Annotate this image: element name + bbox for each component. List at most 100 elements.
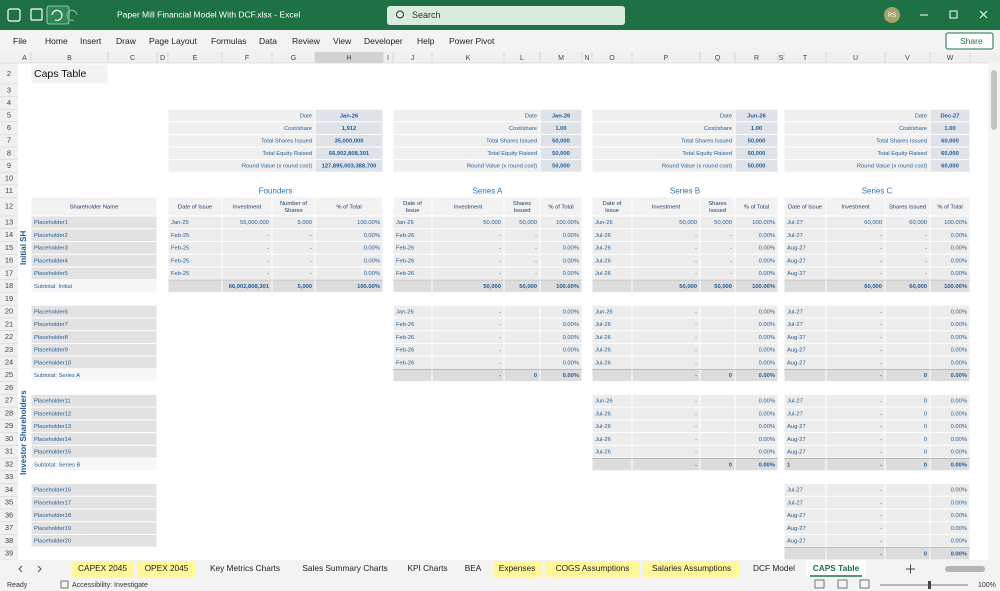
column-header[interactable]: W [947, 55, 954, 62]
cell-text[interactable]: 0.00% [759, 233, 775, 239]
cell-text[interactable]: 50,000 [679, 220, 697, 226]
column-header[interactable]: U [853, 55, 858, 62]
row-header[interactable]: 39 [5, 549, 13, 558]
summary-label[interactable]: Total Shares Issued [261, 139, 312, 145]
cell-text[interactable]: 55,000,000 [240, 220, 269, 226]
subtotal-value[interactable]: 5,000 [297, 284, 312, 290]
column-header-text[interactable]: Investment [841, 204, 870, 210]
row-header[interactable]: 3 [7, 85, 11, 94]
shareholder-name[interactable]: Placeholder3 [34, 246, 68, 252]
column-header-text[interactable]: Investment [233, 204, 262, 210]
column-header[interactable]: O [609, 55, 615, 62]
column-header[interactable]: A [22, 55, 27, 62]
row-header[interactable]: 20 [5, 307, 13, 316]
cell-text[interactable]: 0.00% [951, 322, 967, 328]
round-title[interactable]: Series C [862, 187, 893, 196]
scroll-thumb[interactable] [991, 70, 997, 130]
subtotal-value[interactable]: 50,000 [483, 284, 501, 290]
column-header-text[interactable]: % of Total [744, 204, 769, 210]
cell-text[interactable]: 100.00% [357, 220, 380, 226]
cell-text[interactable]: - [880, 348, 882, 354]
cell-text[interactable]: - [880, 322, 882, 328]
summary-value[interactable]: 60,000 [941, 164, 959, 170]
summary-label[interactable]: Total Shares Issued [681, 139, 732, 145]
cell-text[interactable]: Jul-26 [595, 348, 611, 354]
ribbon-tab[interactable]: Developer [364, 36, 403, 46]
sheet-tab[interactable]: BEA [465, 563, 482, 573]
cell-text[interactable]: - [880, 539, 882, 545]
cell-text[interactable]: 0.00% [563, 360, 579, 366]
column-header-text[interactable]: % of Total [548, 204, 573, 210]
cell-text[interactable]: 0.00% [759, 399, 775, 405]
summary-label[interactable]: Total Equity Raised [877, 151, 927, 157]
sheet-tab[interactable]: DCF Model [753, 563, 795, 573]
cell-text[interactable]: - [499, 335, 501, 341]
subtotal-value[interactable]: - [880, 373, 882, 379]
subtotal-value[interactable]: 66,902,808,301 [229, 284, 270, 290]
active-sheet-tab[interactable] [806, 560, 866, 577]
row-header[interactable]: 30 [5, 434, 13, 443]
cell-text[interactable]: 0.00% [759, 309, 775, 315]
row-header[interactable]: 18 [5, 281, 13, 290]
cell-text[interactable]: 0.00% [951, 233, 967, 239]
row-header[interactable]: 35 [5, 498, 13, 507]
cell-text[interactable]: Jul-26 [595, 335, 611, 341]
row-header[interactable]: 26 [5, 383, 13, 392]
cell-text[interactable]: Aug-27 [787, 424, 806, 430]
page-break-button[interactable] [859, 579, 870, 589]
row-header[interactable]: 34 [5, 485, 13, 494]
cell-text[interactable]: Jun-26 [595, 399, 613, 405]
column-header[interactable]: C [130, 55, 135, 62]
cell-text[interactable]: - [267, 246, 269, 252]
cell-text[interactable]: - [880, 411, 882, 417]
summary-value[interactable]: 1.00 [751, 126, 762, 132]
cell-text[interactable]: Aug-27 [787, 271, 806, 277]
row-header[interactable]: 9 [7, 161, 11, 170]
subtotal-value[interactable]: - [880, 551, 882, 557]
summary-value[interactable]: 50,000 [552, 139, 570, 145]
summary-value[interactable]: Jun-26 [747, 113, 766, 119]
cell-text[interactable]: Aug-27 [787, 526, 806, 532]
cell-text[interactable]: Aug-27 [787, 258, 806, 264]
column-header-text[interactable]: Shares Issued [708, 200, 726, 213]
cell-text[interactable]: Jan-26 [396, 309, 414, 315]
cell-text[interactable]: Feb-25 [171, 246, 189, 252]
cell-text[interactable]: 0.00% [759, 258, 775, 264]
column-header[interactable]: L [520, 55, 524, 62]
cell-text[interactable]: - [880, 246, 882, 252]
subtotal-value[interactable]: 50,000 [714, 284, 732, 290]
cell-text[interactable]: 50,000 [519, 220, 537, 226]
row-header[interactable]: 33 [5, 472, 13, 481]
cell-text[interactable]: - [267, 258, 269, 264]
row-header[interactable]: 25 [5, 370, 13, 379]
subtotal-value[interactable]: 0.00% [759, 462, 775, 468]
cell-text[interactable]: - [499, 360, 501, 366]
summary-label[interactable]: Total Equity Raised [262, 151, 312, 157]
subtotal-value[interactable]: 50,000 [519, 284, 537, 290]
cell-text[interactable]: - [925, 258, 927, 264]
row-header[interactable]: 2 [7, 69, 11, 78]
subtotal-value[interactable]: 100.00% [944, 284, 967, 290]
row-header[interactable]: 5 [7, 110, 11, 119]
cell-text[interactable]: - [880, 513, 882, 519]
status-accessibility[interactable]: Accessibility: Investigate [72, 582, 148, 589]
cell-text[interactable]: - [880, 233, 882, 239]
summary-label[interactable]: Total Shares Issued [486, 139, 537, 145]
column-header[interactable]: F [245, 55, 249, 62]
cell-text[interactable]: 0.00% [759, 322, 775, 328]
cell-text[interactable]: - [880, 526, 882, 532]
cell-text[interactable]: 0.00% [951, 437, 967, 443]
subtotal-value[interactable]: 50,000 [679, 284, 697, 290]
cell-text[interactable]: Aug-27 [787, 513, 806, 519]
cell-text[interactable]: 100.00% [752, 220, 775, 226]
cell-text[interactable]: 0.00% [951, 360, 967, 366]
ribbon-tab[interactable]: Review [292, 36, 321, 46]
cell-text[interactable]: 0.00% [563, 348, 579, 354]
ribbon-tab[interactable]: Home [45, 36, 68, 46]
shareholder-name[interactable]: Placeholder5 [34, 271, 68, 277]
row-header[interactable]: 11 [5, 186, 13, 195]
column-header-text[interactable]: % of Total [336, 204, 361, 210]
row-header[interactable]: 17 [5, 268, 13, 277]
cell-text[interactable]: 0.00% [759, 411, 775, 417]
round-title[interactable]: Founders [259, 187, 293, 196]
